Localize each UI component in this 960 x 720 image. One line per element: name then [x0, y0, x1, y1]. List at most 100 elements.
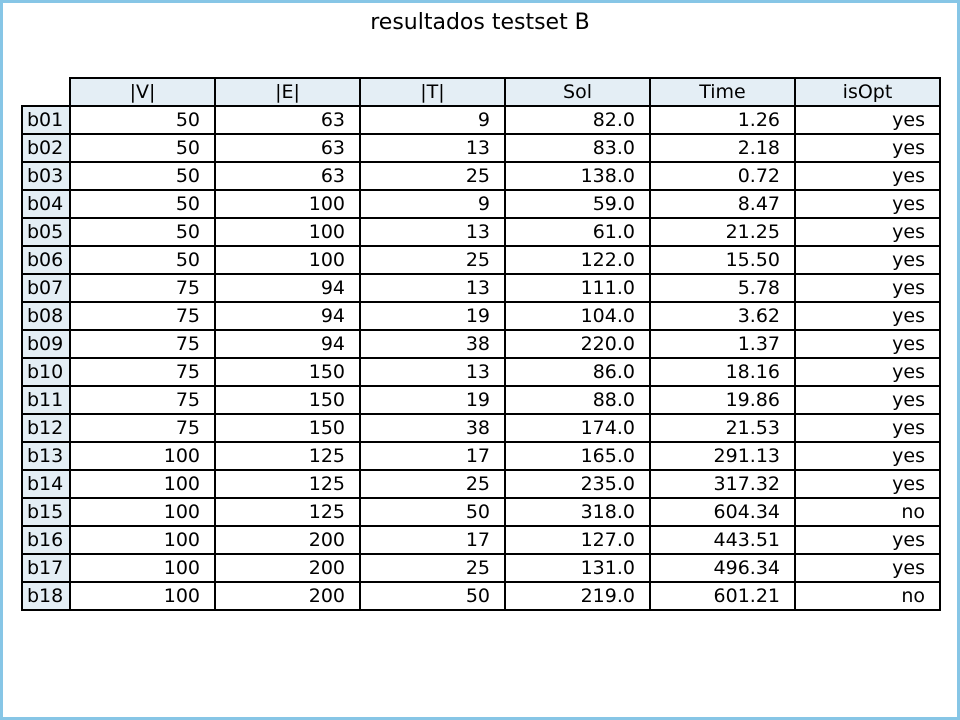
cell-isopt: yes	[794, 469, 941, 499]
row-label: b03	[21, 161, 71, 191]
cell-isopt: yes	[794, 357, 941, 387]
cell-e: 100	[214, 217, 361, 247]
table-row: b05 50 100 13 61.0 21.25 yes	[21, 217, 941, 247]
table-row: b15 100 125 50 318.0 604.34 no	[21, 497, 941, 527]
cell-v: 75	[69, 413, 216, 443]
cell-time: 18.16	[649, 357, 796, 387]
cell-isopt: yes	[794, 245, 941, 275]
row-label: b09	[21, 329, 71, 359]
cell-sol: 235.0	[504, 469, 651, 499]
row-label: b18	[21, 581, 71, 611]
cell-sol: 174.0	[504, 413, 651, 443]
cell-e: 150	[214, 413, 361, 443]
row-label: b06	[21, 245, 71, 275]
cell-sol: 219.0	[504, 581, 651, 611]
cell-time: 2.18	[649, 133, 796, 163]
cell-v: 100	[69, 441, 216, 471]
cell-time: 604.34	[649, 497, 796, 527]
cell-t: 9	[359, 189, 506, 219]
cell-v: 75	[69, 273, 216, 303]
table-row: b01 50 63 9 82.0 1.26 yes	[21, 105, 941, 135]
cell-t: 19	[359, 385, 506, 415]
cell-sol: 318.0	[504, 497, 651, 527]
table-row: b18 100 200 50 219.0 601.21 no	[21, 581, 941, 611]
cell-v: 50	[69, 217, 216, 247]
table-row: b12 75 150 38 174.0 21.53 yes	[21, 413, 941, 443]
table-row: b17 100 200 25 131.0 496.34 yes	[21, 553, 941, 583]
cell-t: 25	[359, 553, 506, 583]
cell-v: 50	[69, 105, 216, 135]
cell-v: 50	[69, 161, 216, 191]
cell-time: 291.13	[649, 441, 796, 471]
cell-time: 8.47	[649, 189, 796, 219]
cell-t: 13	[359, 273, 506, 303]
cell-sol: 111.0	[504, 273, 651, 303]
cell-time: 496.34	[649, 553, 796, 583]
cell-v: 50	[69, 133, 216, 163]
column-header-sol: Sol	[504, 77, 651, 107]
cell-e: 100	[214, 245, 361, 275]
table-row: b06 50 100 25 122.0 15.50 yes	[21, 245, 941, 275]
cell-time: 15.50	[649, 245, 796, 275]
table-row: b02 50 63 13 83.0 2.18 yes	[21, 133, 941, 163]
cell-t: 25	[359, 161, 506, 191]
cell-e: 150	[214, 357, 361, 387]
row-label: b17	[21, 553, 71, 583]
cell-t: 50	[359, 581, 506, 611]
column-header-e: |E|	[214, 77, 361, 107]
column-header-v: |V|	[69, 77, 216, 107]
cell-sol: 127.0	[504, 525, 651, 555]
cell-isopt: yes	[794, 441, 941, 471]
cell-e: 63	[214, 133, 361, 163]
column-header-t: |T|	[359, 77, 506, 107]
cell-e: 63	[214, 105, 361, 135]
row-label: b07	[21, 273, 71, 303]
cell-e: 200	[214, 553, 361, 583]
cell-sol: 82.0	[504, 105, 651, 135]
cell-sol: 131.0	[504, 553, 651, 583]
cell-v: 50	[69, 245, 216, 275]
table-row: b10 75 150 13 86.0 18.16 yes	[21, 357, 941, 387]
cell-isopt: yes	[794, 385, 941, 415]
cell-v: 75	[69, 357, 216, 387]
cell-t: 9	[359, 105, 506, 135]
header-row: |V| |E| |T| Sol Time isOpt	[22, 77, 941, 107]
table-row: b16 100 200 17 127.0 443.51 yes	[21, 525, 941, 555]
cell-t: 13	[359, 357, 506, 387]
cell-v: 100	[69, 525, 216, 555]
cell-e: 100	[214, 189, 361, 219]
cell-e: 125	[214, 497, 361, 527]
row-label: b08	[21, 301, 71, 331]
cell-v: 75	[69, 301, 216, 331]
cell-time: 21.53	[649, 413, 796, 443]
cell-t: 19	[359, 301, 506, 331]
cell-isopt: yes	[794, 133, 941, 163]
cell-isopt: yes	[794, 301, 941, 331]
row-label: b14	[21, 469, 71, 499]
table-row: b11 75 150 19 88.0 19.86 yes	[21, 385, 941, 415]
table-row: b04 50 100 9 59.0 8.47 yes	[21, 189, 941, 219]
cell-time: 601.21	[649, 581, 796, 611]
cell-time: 5.78	[649, 273, 796, 303]
cell-e: 200	[214, 525, 361, 555]
cell-v: 100	[69, 553, 216, 583]
row-label: b11	[21, 385, 71, 415]
cell-isopt: yes	[794, 525, 941, 555]
cell-isopt: yes	[794, 189, 941, 219]
cell-sol: 165.0	[504, 441, 651, 471]
cell-v: 100	[69, 581, 216, 611]
cell-isopt: yes	[794, 217, 941, 247]
cell-time: 21.25	[649, 217, 796, 247]
cell-v: 100	[69, 469, 216, 499]
cell-e: 150	[214, 385, 361, 415]
cell-sol: 61.0	[504, 217, 651, 247]
cell-sol: 88.0	[504, 385, 651, 415]
table-title: resultados testset B	[370, 10, 590, 35]
row-label: b15	[21, 497, 71, 527]
cell-isopt: yes	[794, 161, 941, 191]
cell-isopt: yes	[794, 273, 941, 303]
cell-v: 50	[69, 189, 216, 219]
cell-e: 63	[214, 161, 361, 191]
cell-v: 100	[69, 497, 216, 527]
